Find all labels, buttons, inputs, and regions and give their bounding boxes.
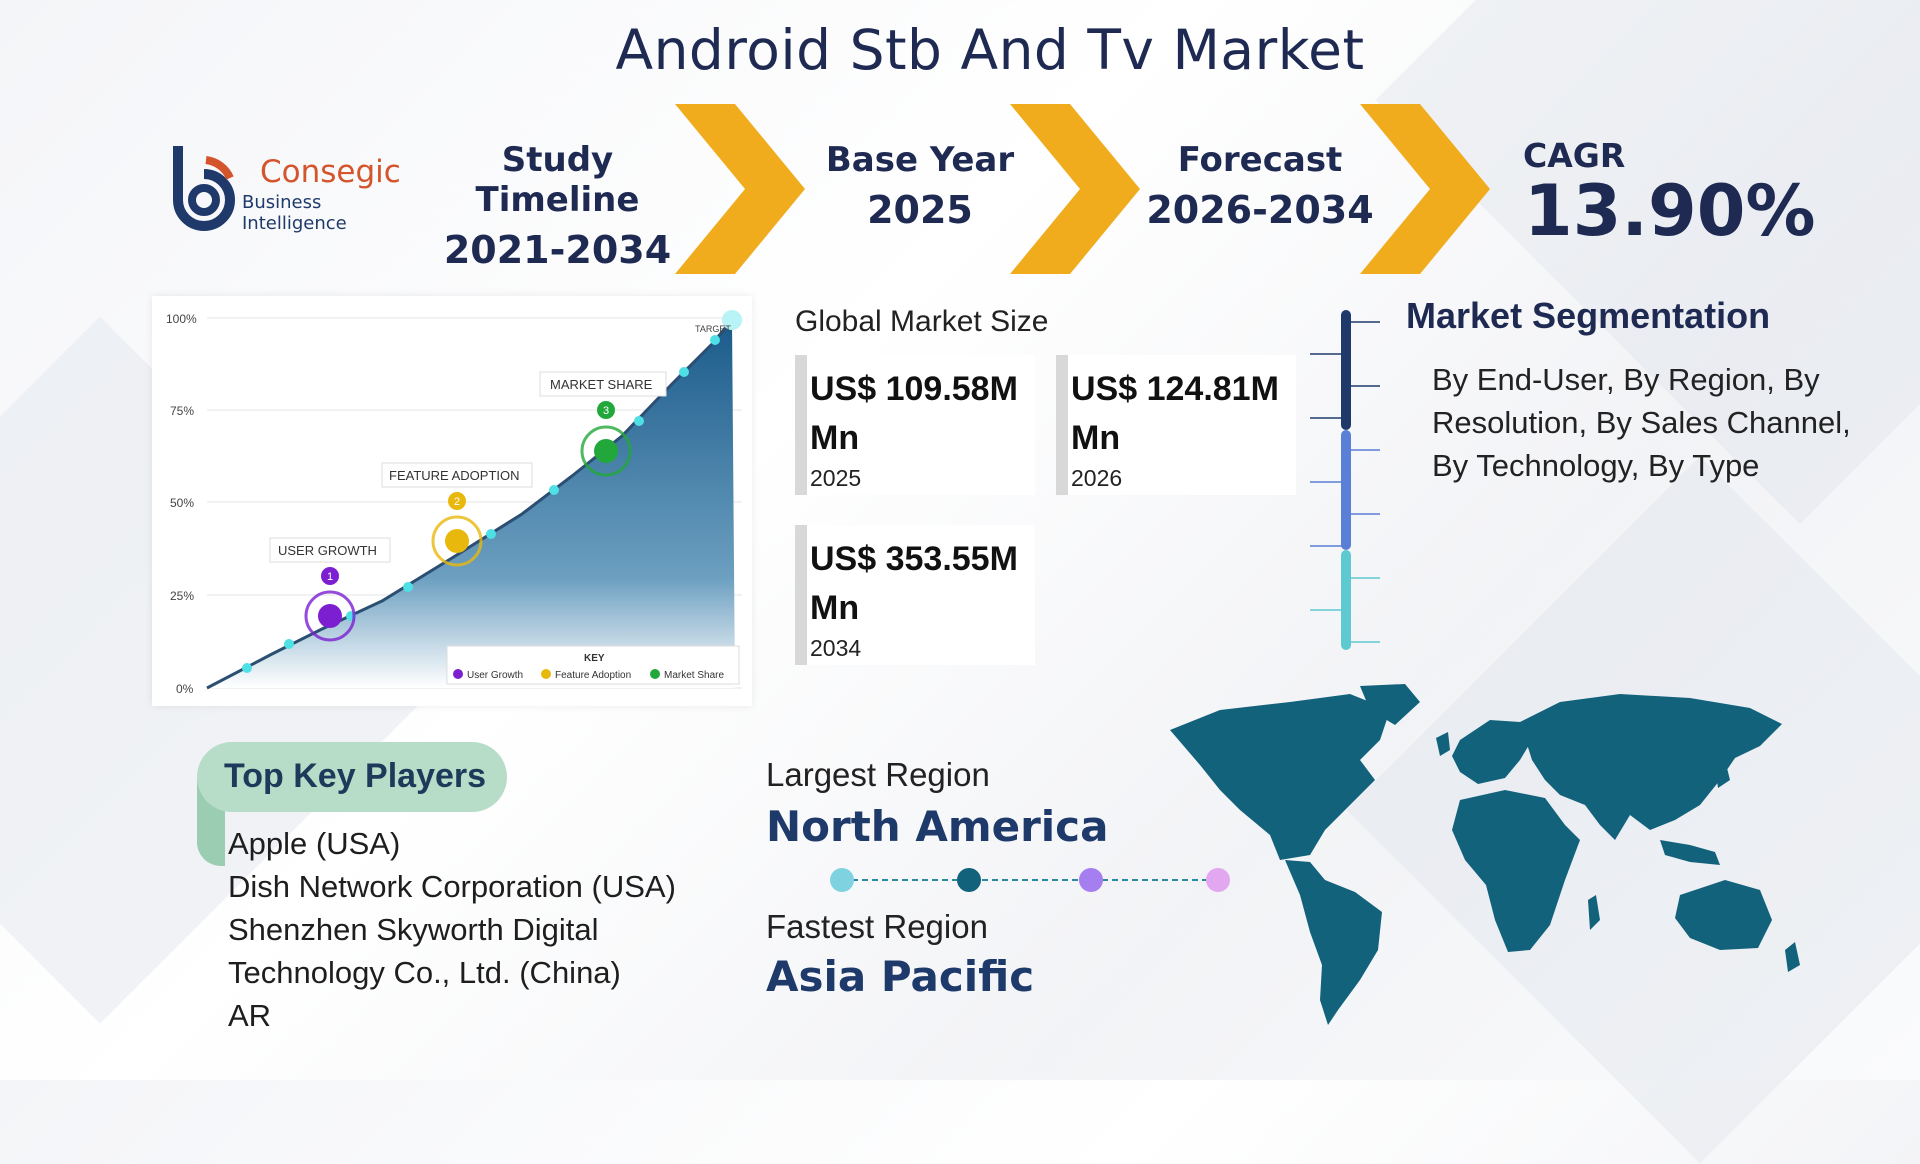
target-label: TARGET	[695, 324, 731, 334]
market-size-value: US$ 124.81M Mn	[1071, 370, 1279, 457]
page-title: Android Stb And Tv Market	[615, 18, 1365, 82]
key-players-list: Apple (USA) Dish Network Corporation (US…	[228, 822, 748, 1037]
key-players-title: Top Key Players	[224, 757, 487, 795]
market-size-year: 2034	[810, 635, 862, 661]
key-players-banner	[197, 742, 507, 812]
milestone-3-number: 3	[603, 405, 609, 417]
base-year-value: 2025	[867, 188, 973, 232]
market-size-label: Global Market Size	[795, 305, 1049, 338]
key-title: KEY	[584, 653, 605, 664]
asia-shape	[1520, 694, 1782, 840]
y-tick-25: 25%	[170, 589, 194, 603]
logo-name: Consegic	[260, 154, 401, 190]
largest-region-label: Largest Region	[766, 756, 990, 793]
milestone-1-label: USER GROWTH	[278, 543, 377, 558]
market-size-value: US$ 109.58M Mn	[810, 370, 1018, 457]
growth-chart-illustration: 100% 75% 50% 25% 0% TARGET 1 USER GROWTH…	[152, 296, 752, 706]
y-tick-50: 50%	[170, 496, 194, 510]
market-size-year: 2025	[810, 465, 862, 491]
cagr-value: 13.90%	[1524, 170, 1816, 252]
y-tick-100: 100%	[166, 312, 197, 326]
fastest-region-value: Asia Pacific	[766, 952, 1035, 1001]
milestone-2-number: 2	[454, 496, 460, 508]
australia-shape	[1675, 880, 1772, 950]
milestone-3-marker	[594, 439, 618, 463]
chevron-icon	[1010, 104, 1140, 274]
key-item-feature-adoption: Feature Adoption	[555, 670, 631, 681]
y-tick-0: 0%	[176, 682, 194, 696]
key-item-market-share: Market Share	[664, 670, 724, 681]
milestone-1-number: 1	[327, 571, 333, 583]
region-connector-graphic	[830, 868, 1230, 892]
forecast-value: 2026-2034	[1146, 188, 1374, 232]
milestone-1-marker	[318, 604, 342, 628]
milestone-3-label: MARKET SHARE	[550, 377, 653, 392]
growth-chart-svg: 100% 75% 50% 25% 0% TARGET 1 USER GROWTH…	[166, 310, 742, 696]
study-timeline-label: Study Timeline	[475, 140, 640, 220]
study-timeline-value: 2021-2034	[443, 228, 672, 272]
logo-subtitle: Business Intelligence	[242, 192, 347, 234]
milestone-2-marker	[445, 529, 469, 553]
cagr-label: CAGR	[1523, 136, 1626, 175]
forecast: Forecast 2026-2034	[1140, 140, 1380, 232]
logo-mark-icon	[173, 146, 235, 231]
growth-area	[207, 320, 735, 688]
chevron-icon	[675, 104, 805, 274]
y-tick-75: 75%	[170, 404, 194, 418]
market-size-value: US$ 353.55M Mn	[810, 540, 1018, 627]
market-size-year: 2026	[1071, 465, 1123, 491]
key-item-user-growth: User Growth	[467, 670, 523, 681]
chevron-icon	[1360, 104, 1490, 274]
key-player-item: AR	[228, 998, 272, 1033]
segmentation-title: Market Segmentation	[1406, 295, 1771, 336]
south-america-shape	[1285, 860, 1382, 1025]
segmentation-text: By End-User, By Region, By Resolution, B…	[1432, 362, 1851, 483]
forecast-label: Forecast	[1177, 140, 1343, 180]
largest-region-value: North America	[766, 802, 1109, 851]
key-player-item: Dish Network Corporation (USA)	[228, 869, 676, 904]
key-player-item: Apple (USA)	[228, 826, 401, 861]
target-marker	[722, 310, 742, 330]
base-year: Base Year 2025	[820, 140, 1020, 232]
company-logo: Consegic Business Intelligence	[164, 142, 414, 234]
north-america-shape	[1170, 694, 1390, 860]
market-size-card-2034: US$ 353.55M Mn 2034	[795, 525, 1035, 665]
key-player-item: Shenzhen Skyworth Digital Technology Co.…	[228, 912, 621, 990]
market-size-card-2026: US$ 124.81M Mn 2026	[1056, 355, 1296, 495]
fastest-region-label: Fastest Region	[766, 908, 988, 945]
market-size-card-2025: US$ 109.58M Mn 2025	[795, 355, 1035, 495]
milestone-2-label: FEATURE ADOPTION	[389, 468, 520, 483]
base-year-label: Base Year	[825, 140, 1015, 180]
segmentation-ruler-graphic	[1310, 310, 1380, 650]
world-map	[1170, 684, 1800, 1025]
africa-shape	[1452, 790, 1580, 952]
study-timeline: Study Timeline 2021-2034	[430, 140, 685, 272]
